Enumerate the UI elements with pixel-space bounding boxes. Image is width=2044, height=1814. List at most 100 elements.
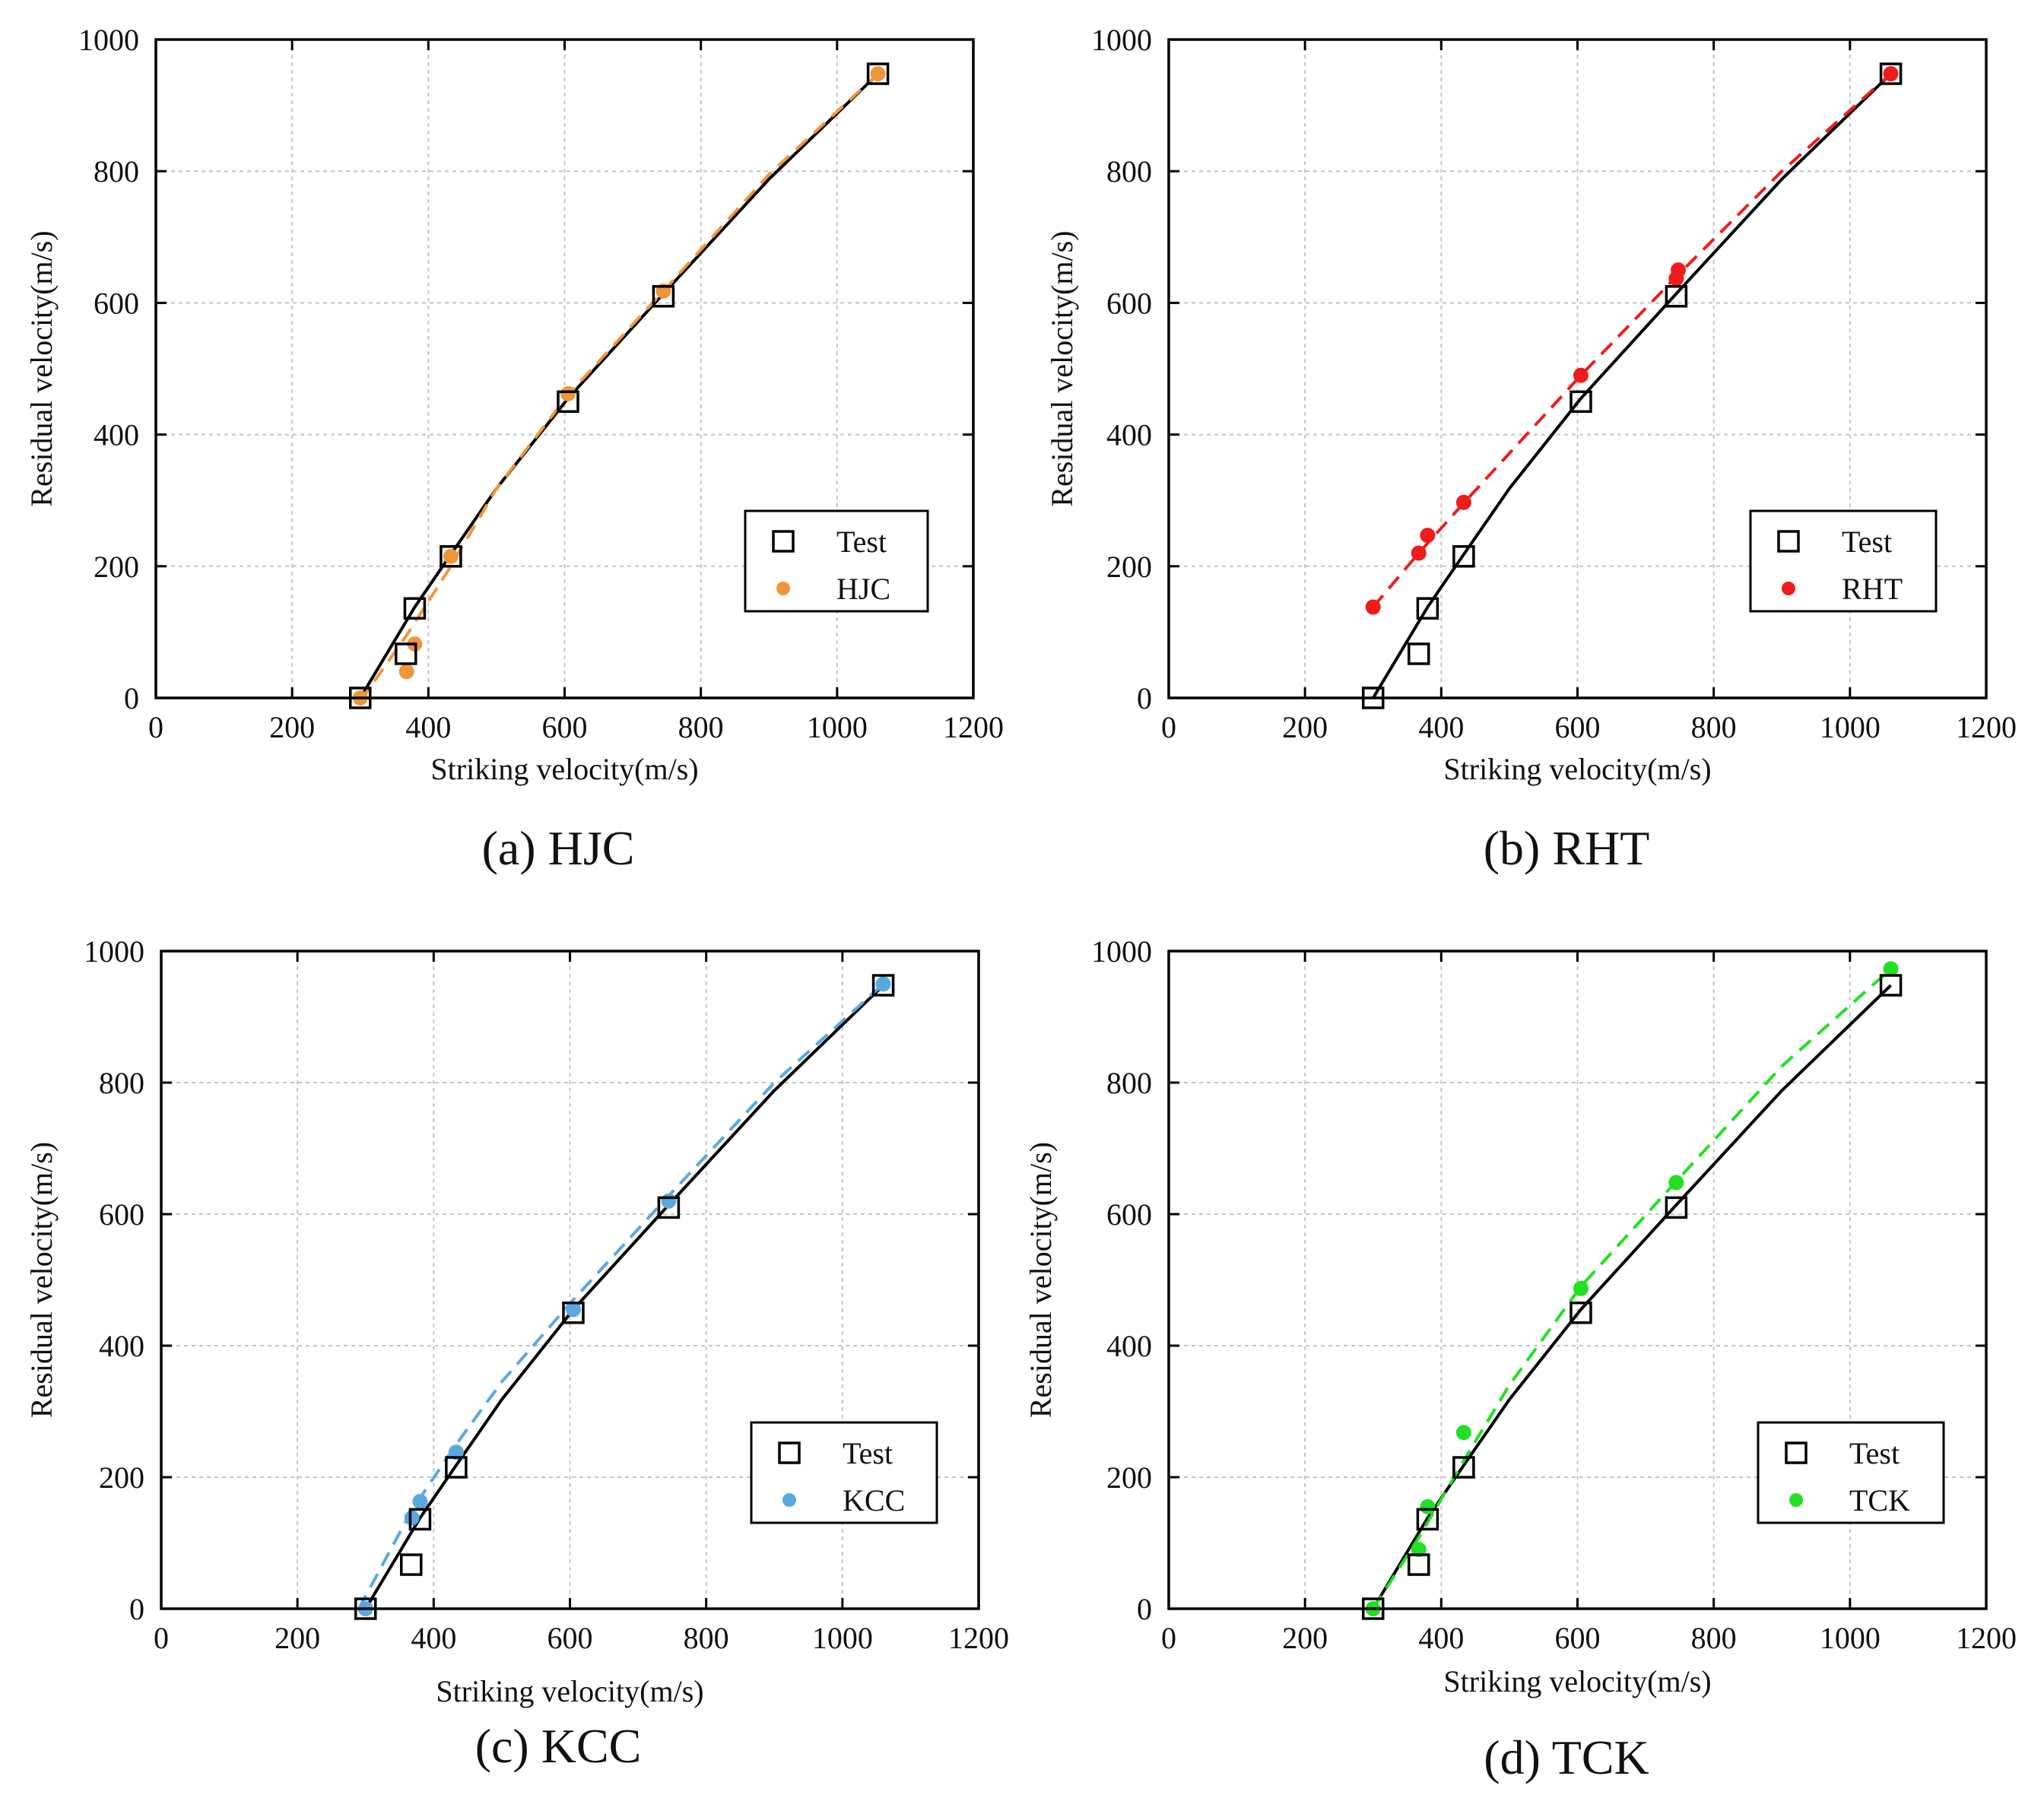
x-tick-label: 200 bbox=[269, 710, 315, 744]
kcc-markers bbox=[357, 976, 891, 1616]
rht-point bbox=[1671, 262, 1687, 278]
tck-point bbox=[1573, 1280, 1589, 1296]
kcc-point bbox=[875, 976, 891, 992]
y-tick-label: 1000 bbox=[78, 23, 139, 57]
y-tick-label: 1000 bbox=[1091, 934, 1152, 969]
x-tick-label: 400 bbox=[411, 1621, 456, 1655]
legend-rht-marker bbox=[1782, 582, 1795, 595]
test-point bbox=[1416, 597, 1439, 620]
y-tick-label: 800 bbox=[1106, 1066, 1152, 1100]
x-tick-label: 800 bbox=[678, 710, 724, 744]
x-axis-label: Striking velocity(m/s) bbox=[1443, 752, 1711, 786]
x-tick-label: 200 bbox=[1282, 1621, 1328, 1655]
test-point bbox=[1665, 284, 1688, 308]
kcc-point bbox=[448, 1445, 464, 1460]
x-tick-label: 1000 bbox=[1820, 1621, 1881, 1655]
y-tick-label: 400 bbox=[94, 418, 139, 452]
legend-test-marker bbox=[772, 530, 795, 553]
x-tick-label: 0 bbox=[148, 710, 163, 744]
x-axis: 0 200 400 600 800 1000 1200 bbox=[1161, 40, 2017, 744]
rht-point bbox=[1365, 599, 1381, 615]
legend-label: Test bbox=[836, 525, 887, 559]
legend-tck-marker bbox=[1789, 1493, 1803, 1507]
kcc-point bbox=[412, 1494, 428, 1510]
test-markers bbox=[1362, 62, 1903, 709]
y-tick-label: 0 bbox=[129, 1592, 144, 1626]
y-axis: 0 200 400 600 800 1000 bbox=[1091, 23, 1986, 715]
series-hjc bbox=[359, 72, 879, 702]
x-tick-label: 600 bbox=[548, 1621, 593, 1655]
y-axis-label: Residual velocity(m/s) bbox=[24, 1142, 59, 1418]
test-point bbox=[1416, 1508, 1439, 1531]
legend: Test TCK bbox=[1757, 1421, 1945, 1524]
kcc-point bbox=[661, 1193, 677, 1209]
chart-kcc: 0 200 400 600 800 1000 1200 0 200 400 600 800 1000 St… bbox=[24, 934, 1009, 1773]
x-tick-label: 0 bbox=[1161, 1621, 1176, 1655]
y-axis-label: Residual velocity(m/s) bbox=[1024, 1142, 1058, 1418]
test-point bbox=[557, 390, 579, 414]
legend-label: TCK bbox=[1849, 1483, 1910, 1517]
chart-tck: 0 200 400 600 800 1000 1200 0 200 400 600 800 1000 St… bbox=[1024, 934, 2017, 1784]
legend-box bbox=[750, 1421, 938, 1524]
test-point bbox=[1452, 1456, 1475, 1479]
hjc-point bbox=[443, 548, 459, 564]
legend-kcc-marker bbox=[782, 1493, 796, 1507]
test-point bbox=[866, 62, 890, 85]
test-point bbox=[1408, 642, 1430, 665]
x-tick-label: 400 bbox=[1418, 710, 1464, 744]
y-tick-label: 0 bbox=[1137, 681, 1152, 715]
tck-fit-line bbox=[1372, 967, 1892, 1610]
y-tick-label: 800 bbox=[94, 154, 139, 189]
x-tick-label: 400 bbox=[1418, 1621, 1464, 1655]
x-tick-label: 1200 bbox=[943, 710, 1004, 744]
test-point bbox=[1879, 62, 1903, 85]
x-tick-label: 400 bbox=[405, 710, 451, 744]
test-point bbox=[1570, 1302, 1592, 1324]
tck-markers bbox=[1365, 961, 1899, 1616]
legend-test-marker bbox=[1785, 1441, 1808, 1464]
hjc-fit-line bbox=[359, 72, 879, 702]
x-tick-label: 0 bbox=[154, 1621, 169, 1655]
y-tick-label: 1000 bbox=[1091, 23, 1152, 57]
x-tick-label: 1200 bbox=[1956, 1621, 2017, 1655]
hjc-point bbox=[398, 664, 414, 680]
rht-point bbox=[1411, 545, 1427, 561]
legend-hjc-marker bbox=[776, 582, 790, 595]
y-axis: 0 200 400 600 800 1000 bbox=[84, 934, 979, 1626]
x-tick-label: 600 bbox=[1555, 710, 1601, 744]
test-point bbox=[395, 642, 417, 665]
y-tick-label: 200 bbox=[99, 1460, 144, 1495]
chart-caption: (d) TCK bbox=[1484, 1730, 1649, 1784]
legend-box bbox=[1757, 1421, 1945, 1524]
kcc-point bbox=[565, 1302, 581, 1318]
test-point bbox=[1665, 1196, 1688, 1219]
series-tck bbox=[1372, 967, 1892, 1610]
x-axis: 0 200 400 600 800 1000 1200 bbox=[1161, 951, 2017, 1655]
y-tick-label: 0 bbox=[1137, 1592, 1152, 1626]
test-point bbox=[1570, 390, 1592, 414]
legend: Test RHT bbox=[1749, 509, 1938, 613]
tck-point bbox=[1455, 1425, 1471, 1441]
x-tick-label: 800 bbox=[1691, 1621, 1737, 1655]
test-point bbox=[1452, 545, 1475, 568]
y-tick-label: 200 bbox=[1106, 1460, 1152, 1495]
chart-hjc: 0 200 400 600 800 1000 1200 0 200 400 600 800 1000 St… bbox=[24, 23, 1004, 875]
legend-label: Test bbox=[1849, 1436, 1900, 1470]
tck-point bbox=[1883, 961, 1899, 977]
chart-rht: 0 200 400 600 800 1000 1200 0 200 400 600 800 1000 St… bbox=[1045, 23, 2017, 875]
test-point bbox=[403, 597, 427, 620]
test-point bbox=[445, 1456, 468, 1479]
legend-label: HJC bbox=[836, 572, 890, 606]
test-point bbox=[562, 1302, 585, 1324]
gridlines bbox=[1169, 951, 1986, 1609]
x-axis-label: Striking velocity(m/s) bbox=[430, 752, 698, 786]
legend-box bbox=[744, 509, 929, 613]
legend-box bbox=[1749, 509, 1938, 613]
y-tick-label: 600 bbox=[94, 286, 139, 320]
y-tick-label: 600 bbox=[99, 1197, 144, 1232]
rht-point bbox=[1455, 494, 1471, 510]
x-tick-label: 800 bbox=[684, 1621, 729, 1655]
x-tick-label: 1000 bbox=[1820, 710, 1881, 744]
x-tick-label: 1000 bbox=[807, 710, 868, 744]
